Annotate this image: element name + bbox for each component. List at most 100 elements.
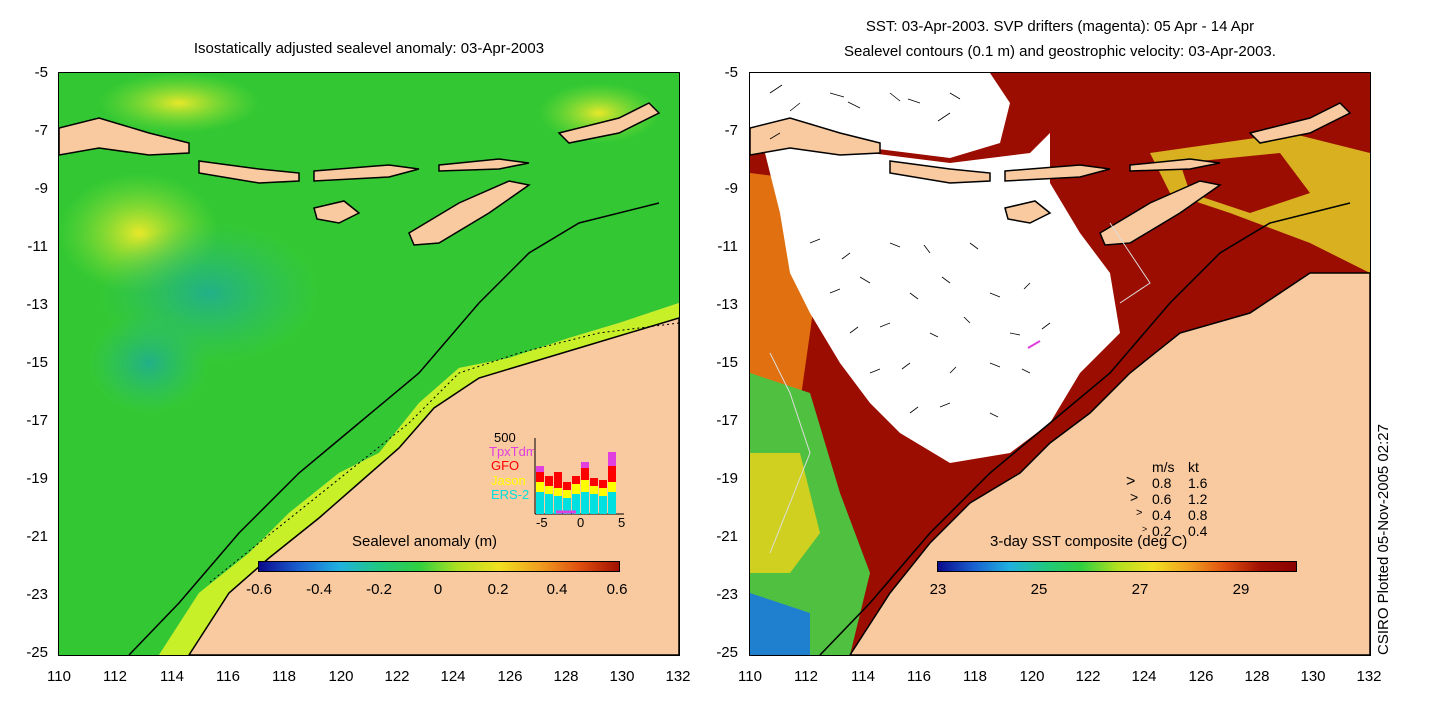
- velocity-arrows: [769, 84, 1051, 418]
- colorbar-label: 0.6: [606, 581, 628, 598]
- x-tick: 126: [1188, 668, 1214, 685]
- colorbar-label: 0.2: [487, 581, 509, 598]
- legend-kt: 1.6: [1188, 475, 1208, 491]
- y-tick: -21: [26, 528, 48, 545]
- legend-kt: 1.2: [1188, 491, 1208, 507]
- arrow-icon: >: [1136, 507, 1143, 519]
- y-tick: -7: [34, 122, 48, 139]
- sunda-islands: [889, 160, 991, 184]
- legend-kt: 0.4: [1188, 523, 1208, 539]
- right-panel-title-line2: Sealevel contours (0.1 m) and geostrophi…: [844, 43, 1276, 60]
- svp-drifter-track: [1027, 340, 1041, 349]
- y-tick: -23: [26, 586, 48, 603]
- inset-legend-tpxtdm: TpxTdm: [489, 444, 537, 459]
- legend-header-ms: m/s: [1152, 459, 1175, 475]
- y-tick: -15: [716, 354, 738, 371]
- inset-legend-jason: Jason: [491, 473, 526, 488]
- y-tick: -25: [716, 644, 738, 661]
- y-tick: -13: [716, 296, 738, 313]
- x-tick: 122: [1075, 668, 1101, 685]
- arrow-icon: >: [1126, 473, 1136, 490]
- inset-legend-ers2: ERS-2: [491, 487, 530, 502]
- colorbar-label: 23: [929, 581, 947, 598]
- inset-legend-gfo: GFO: [491, 458, 520, 473]
- x-tick: 110: [738, 668, 762, 685]
- y-tick: -9: [724, 180, 738, 197]
- sealevel-anomaly-map: [58, 72, 680, 656]
- colorbar-label: -0.6: [246, 581, 272, 598]
- legend-ms: 0.2: [1152, 523, 1172, 539]
- y-tick: -13: [26, 296, 48, 313]
- y-tick: -7: [724, 122, 738, 139]
- sst-colorbar: [937, 561, 1297, 572]
- inset-x-label: -5: [536, 515, 548, 530]
- x-tick: 124: [1131, 668, 1157, 685]
- y-tick: -11: [717, 238, 738, 255]
- colorbar-label: 27: [1131, 581, 1149, 598]
- sealevel-colorbar: [258, 561, 620, 572]
- x-tick: 132: [1356, 668, 1382, 685]
- sunda-islands: [198, 160, 300, 184]
- arrow-icon: >: [1142, 524, 1148, 534]
- left-panel-title: Isostatically adjusted sealevel anomaly:…: [193, 40, 545, 57]
- x-tick: 128: [1244, 668, 1270, 685]
- colorbar-label: 29: [1232, 581, 1250, 598]
- colorbar-label: 0.4: [546, 581, 568, 598]
- data-inset-top-label: 500: [494, 430, 516, 445]
- x-tick: 118: [272, 668, 296, 685]
- x-tick: 118: [963, 668, 987, 685]
- sumba-land: [1004, 200, 1052, 224]
- y-tick: -15: [26, 354, 48, 371]
- timor-land: [1099, 180, 1222, 246]
- x-tick: 112: [794, 668, 818, 685]
- y-tick: -17: [716, 412, 738, 429]
- sst-map-svg: [750, 73, 1370, 655]
- x-tick: 128: [553, 668, 579, 685]
- inset-bars: [536, 452, 616, 514]
- arrow-icon: >: [1130, 489, 1139, 505]
- x-tick: 126: [497, 668, 523, 685]
- colorbar-label: 0: [433, 581, 443, 598]
- right-panel-title-line1: SST: 03-Apr-2003. SVP drifters (magenta)…: [865, 18, 1255, 35]
- sealevel-colorbar-title: Sealevel anomaly (m): [352, 533, 498, 550]
- x-tick: 122: [384, 668, 410, 685]
- x-tick: 116: [907, 668, 931, 685]
- x-tick: 114: [160, 668, 184, 685]
- y-tick: -9: [34, 180, 48, 197]
- x-tick: 132: [665, 668, 691, 685]
- x-tick: 124: [440, 668, 466, 685]
- y-tick: -25: [26, 644, 48, 661]
- legend-ms: 0.4: [1152, 507, 1172, 523]
- data-inset-histogram: [534, 436, 624, 515]
- x-tick: 130: [1300, 668, 1326, 685]
- y-tick: -17: [26, 412, 48, 429]
- x-tick: 112: [103, 668, 127, 685]
- x-tick: 114: [851, 668, 875, 685]
- colorbar-label: 25: [1030, 581, 1048, 598]
- x-tick: 120: [328, 668, 354, 685]
- y-tick: -19: [26, 470, 48, 487]
- plot-credit: CSIRO Plotted 05-Nov-2005 02:27: [1375, 424, 1392, 655]
- legend-kt: 0.8: [1188, 507, 1208, 523]
- y-tick: -23: [716, 586, 738, 603]
- java-land: [59, 117, 190, 156]
- colorbar-label: -0.4: [306, 581, 332, 598]
- x-tick: 130: [609, 668, 635, 685]
- legend-header-kt: kt: [1188, 459, 1199, 475]
- legend-ms: 0.8: [1152, 475, 1172, 491]
- java-land: [750, 117, 881, 156]
- inset-x-label: 0: [577, 515, 585, 530]
- australia-land: [849, 272, 1370, 655]
- y-tick: -19: [716, 470, 738, 487]
- y-tick: -5: [34, 64, 48, 81]
- x-tick: 110: [47, 668, 71, 685]
- y-tick: -11: [27, 238, 48, 255]
- inset-x-label: 5: [618, 515, 626, 530]
- x-tick: 116: [216, 668, 240, 685]
- y-tick: -21: [716, 528, 738, 545]
- sst-colorbar-title: 3-day SST composite (deg C): [990, 533, 1188, 550]
- y-tick: -5: [724, 64, 738, 81]
- timor-land: [408, 180, 531, 246]
- x-tick: 120: [1019, 668, 1045, 685]
- legend-ms: 0.6: [1152, 491, 1172, 507]
